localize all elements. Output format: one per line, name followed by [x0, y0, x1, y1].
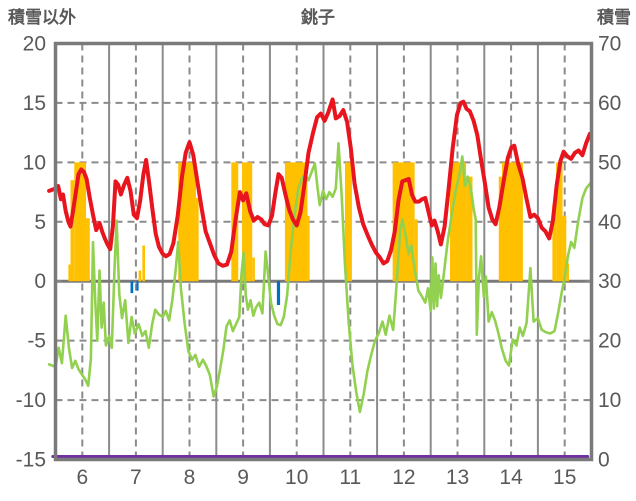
- orange-bar: [68, 264, 71, 282]
- orange-bar: [74, 162, 87, 282]
- orange-bar: [449, 162, 467, 282]
- orange-bar: [138, 270, 142, 282]
- x-axis-tick-label: 8: [184, 466, 196, 489]
- blue-bar: [130, 281, 134, 294]
- right-axis-tick-label: 50: [598, 151, 621, 174]
- left-axis-tick-label: 0: [34, 270, 46, 293]
- orange-bar: [307, 215, 310, 282]
- left-axis-tick-label: -5: [27, 330, 46, 353]
- x-axis-tick-label: 14: [499, 466, 523, 489]
- left-axis-tick-label: -15: [16, 449, 46, 472]
- green-line: [47, 142, 592, 414]
- x-axis-tick-label: 6: [76, 466, 88, 489]
- right-axis-tick-label: 40: [598, 211, 621, 234]
- red-line: [47, 97, 592, 268]
- left-axis-tick-label: -10: [16, 389, 46, 412]
- orange-bar: [552, 203, 557, 282]
- left-axis-tick-label: 20: [23, 33, 46, 56]
- left-axis-title: 積雪以外: [8, 8, 76, 27]
- plot-border: [53, 41, 594, 462]
- left-axis-tick-label: 15: [23, 92, 46, 115]
- orange-bar: [556, 162, 563, 282]
- orange-bar: [501, 162, 523, 282]
- x-axis-tick-label: 15: [553, 466, 576, 489]
- x-axis-tick-label: 11: [339, 466, 361, 489]
- orange-bar: [178, 162, 196, 282]
- orange-bar: [242, 162, 253, 282]
- orange-bar: [344, 162, 352, 282]
- blue-bar: [136, 281, 139, 291]
- x-axis-tick-label: 7: [130, 466, 142, 489]
- orange-bar: [252, 257, 255, 282]
- right-axis-tick-label: 10: [598, 389, 621, 412]
- orange-bar: [414, 219, 418, 282]
- right-axis-tick-label: 70: [598, 33, 621, 56]
- orange-bar: [498, 176, 502, 282]
- x-axis-tick-label: 13: [446, 466, 469, 489]
- orange-bar: [142, 245, 146, 282]
- orange-bar: [562, 215, 567, 282]
- x-axis-tick-label: 12: [392, 466, 415, 489]
- left-axis-tick-label: 10: [23, 151, 46, 174]
- orange-bar: [86, 218, 90, 282]
- right-axis-tick-label: 60: [598, 92, 621, 115]
- orange-bar: [70, 180, 75, 282]
- orange-bar: [466, 176, 473, 282]
- right-axis-tick-label: 0: [598, 449, 610, 472]
- chart-title: 銚子: [301, 8, 335, 27]
- orange-bar: [195, 198, 199, 282]
- right-axis-tick-label: 20: [598, 330, 621, 353]
- orange-bar: [566, 263, 569, 282]
- right-axis-tick-label: 30: [598, 270, 621, 293]
- left-axis-tick-label: 5: [34, 211, 46, 234]
- x-axis-tick-label: 9: [237, 466, 249, 489]
- blue-bar: [276, 281, 281, 305]
- right-axis-title: 積雪: [597, 8, 631, 27]
- x-axis-tick-label: 10: [285, 466, 308, 489]
